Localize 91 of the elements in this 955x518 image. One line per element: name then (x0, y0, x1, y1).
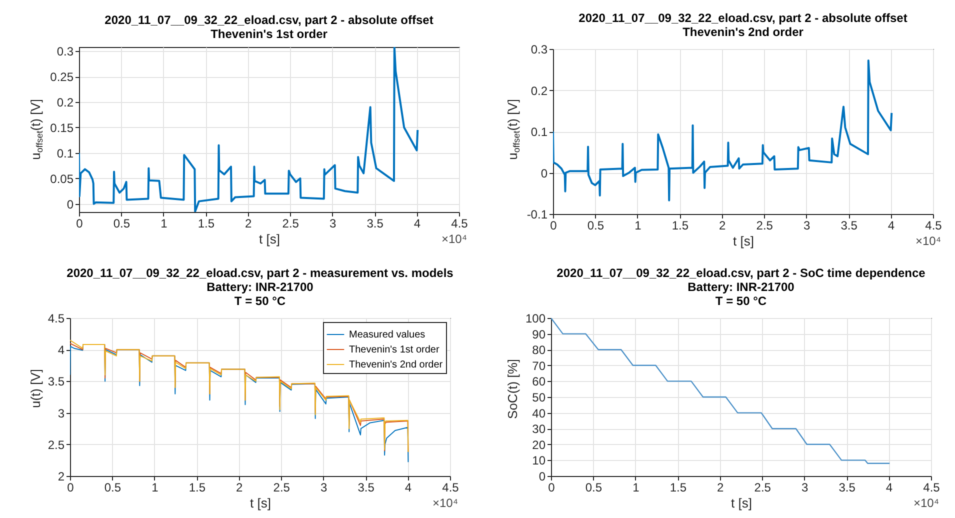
y-tick-label: -0.1 (526, 207, 548, 221)
y-tick-label: 40 (532, 406, 546, 420)
y-tick-label: 4 (58, 343, 65, 358)
x-tick-label: 1.5 (671, 218, 688, 232)
x-tick-label: 2 (718, 218, 726, 232)
x-tick-label: 3 (803, 218, 810, 232)
y-tick-label: 100 (525, 312, 546, 326)
x-tick-label: 2.5 (282, 216, 299, 230)
x-tick-label: 4.5 (442, 480, 460, 494)
x-axis-title: t [s] (250, 496, 271, 510)
x-tick-label: 0.5 (112, 216, 130, 230)
x-tick-label: 0 (76, 216, 83, 230)
x-axis-title: t [s] (258, 231, 280, 246)
x-tick-label: 1 (152, 480, 159, 494)
x-tick-label: 3.5 (838, 480, 856, 494)
x-axis-title: t [s] (731, 496, 752, 510)
x-tick-label: 2.5 (754, 480, 772, 494)
chart-subtitle: Thevenin's 2nd order (682, 24, 804, 38)
x-tick-label: 4 (414, 216, 421, 230)
x-tick-label: 3.5 (840, 218, 858, 232)
x-tick-label: 4.5 (923, 480, 940, 494)
x-tick-label: 4 (404, 480, 412, 494)
line-series (551, 318, 890, 464)
y-tick-label: 0 (540, 166, 548, 180)
y-axis-title: SoC(t) [%] (505, 358, 520, 418)
x-tick-label: 3 (329, 216, 336, 230)
x-tick-label: 4.5 (924, 218, 942, 232)
y-tick-label: 30 (532, 422, 546, 436)
text: ×10⁴ (915, 234, 941, 248)
y-tick-label: 0.25 (50, 70, 74, 84)
x-tick-label: 1.5 (197, 216, 214, 230)
x-tick-label: 2 (244, 216, 252, 230)
x-tick-label: 1 (634, 218, 642, 232)
x-tick-label: 0.5 (104, 480, 122, 494)
y-tick-label: 0.2 (530, 83, 548, 98)
x-tick-label: 3.5 (358, 480, 375, 494)
legend-label: Measured values (349, 330, 426, 340)
legend-label: Thevenin's 2nd order (349, 360, 444, 370)
y-tick-label: 0.15 (50, 120, 74, 134)
y-tick-label: 60 (532, 374, 546, 389)
line-series (552, 59, 892, 201)
x-tick-label: 1 (160, 216, 168, 230)
x-tick-label: 4 (888, 218, 895, 232)
x-tick-label: 4 (886, 480, 893, 494)
chart-title: 2020_11_07__09_32_22_eload.csv, part 2 - measurement vs. models (66, 266, 454, 280)
line-series (78, 46, 418, 212)
y-axis-title: u(t) [V] (28, 368, 43, 408)
x-tick-label: 2.5 (756, 218, 773, 232)
y-tick-label: 70 (532, 358, 546, 373)
chart-subtitle: Thevenin's 1st order (210, 26, 328, 41)
legend-label: Thevenin's 1st order (349, 344, 440, 356)
x-tick-label: 2.5 (273, 480, 290, 494)
y-tick-label: 3.5 (48, 374, 65, 389)
chart-title: 2020_11_07__09_32_22_eload.csv, part 2 - absolute offset (578, 10, 907, 24)
y-tick-label: 0 (538, 470, 546, 484)
x-tick-label: 1 (632, 480, 640, 494)
y-tick-label: 0.1 (56, 146, 74, 160)
x-tick-label: 3 (801, 480, 808, 494)
y-tick-label: 50 (532, 390, 546, 404)
x-axis-title: t [s] (732, 233, 754, 248)
y-tick-label: 0.05 (50, 171, 74, 186)
x-tick-label: 1.5 (670, 480, 687, 494)
y-tick-label: 3 (58, 406, 65, 420)
x-tick-label: 3 (320, 480, 328, 494)
x-tick-label: 0 (550, 218, 557, 232)
y-tick-label: 90 (532, 327, 546, 342)
y-tick-label: 0.1 (530, 124, 548, 138)
x-tick-label: 1.5 (188, 480, 206, 494)
y-tick-label: 0.3 (56, 44, 74, 58)
text: ×10⁴ (432, 496, 458, 510)
y-tick-label: 0.3 (530, 42, 548, 56)
chart-subtitle: Battery: INR-21700 T = 50 °C (688, 280, 795, 308)
chart-title: 2020_11_07__09_32_22_eload.csv, part 2 - SoC time dependence (556, 266, 926, 280)
x-tick-label: 0.5 (585, 480, 602, 494)
y-tick-label: 20 (532, 438, 546, 452)
x-tick-label: 3.5 (366, 216, 384, 230)
x-tick-label: 4.5 (450, 216, 468, 230)
y-tick-label: 0 (66, 196, 74, 211)
x-tick-label: 2 (236, 480, 244, 494)
y-tick-label: 2.5 (48, 438, 65, 452)
text: ×10⁴ (913, 496, 939, 510)
y-tick-label: 2 (58, 470, 65, 484)
y-tick-label: 4.5 (48, 312, 65, 326)
y-tick-label: 80 (532, 343, 546, 358)
x-tick-label: 0.5 (586, 218, 604, 232)
y-tick-label: 0.2 (56, 95, 74, 109)
y-tick-label: 10 (532, 454, 546, 468)
x-tick-label: 2 (717, 480, 724, 494)
chart-subtitle: Battery: INR-21700 T = 50 °C (206, 280, 314, 308)
chart-title: 2020_11_07__09_32_22_eload.csv, part 2 - absolute offset (104, 12, 433, 27)
text: ×10⁴ (441, 232, 467, 246)
